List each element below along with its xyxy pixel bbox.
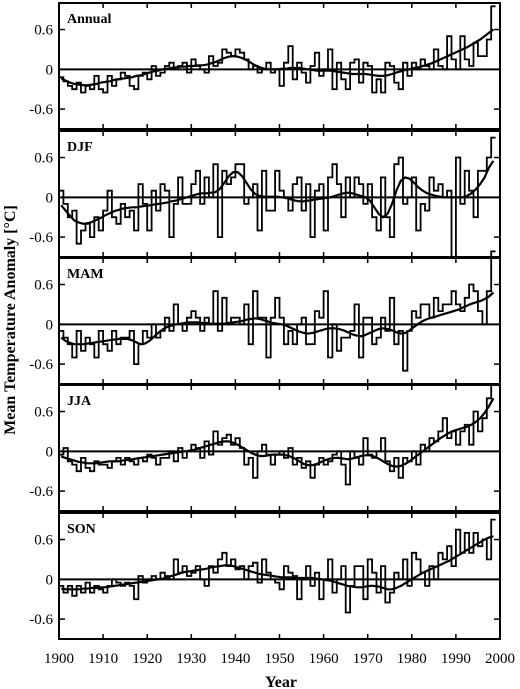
x-tick-label: 1940: [220, 651, 250, 667]
panel-frame: [58, 384, 501, 512]
annual-values-step-line: [59, 5, 496, 94]
y-tick-label: -0.6: [29, 357, 53, 373]
panel-frame: [58, 130, 501, 258]
x-tick-label: 1900: [44, 651, 74, 667]
x-tick-label: 1930: [176, 651, 206, 667]
x-tick-label: 1950: [265, 651, 295, 667]
y-tick-label: 0.6: [34, 533, 53, 549]
smoothed-curve: [60, 28, 495, 87]
panel-djf: -0.6 0 0.6 DJF: [29, 130, 501, 258]
x-axis-title: Year: [265, 674, 297, 689]
smoothed-curve: [61, 535, 494, 591]
x-axis: 1900 1910 1920 1930 1940 1950 1960 1970 1980 1990…: [44, 651, 515, 667]
x-tick-label: 1910: [88, 651, 118, 667]
x-tick-label: 1960: [309, 651, 339, 667]
y-tick-label: 0: [46, 317, 54, 333]
y-tick-label: 0.6: [34, 278, 53, 294]
y-tick-label: 0.6: [34, 23, 53, 39]
annual-values-step-line: [59, 250, 496, 372]
y-tick-label: 0.6: [34, 151, 53, 167]
panel-label: Annual: [67, 12, 111, 27]
x-tick-label: 1980: [397, 651, 427, 667]
panel-son: -0.6 0 0.6 SON: [29, 512, 501, 640]
panel-jja: -0.6 0 0.6 JJA: [29, 384, 501, 512]
panel-label: JJA: [67, 394, 92, 409]
y-tick-label: -0.6: [29, 102, 53, 118]
annual-values-step-line: [59, 384, 496, 486]
panel-mam: -0.6 0 0.6 MAM: [29, 250, 501, 385]
panel-label: SON: [67, 522, 96, 537]
y-tick-label: -0.6: [29, 230, 53, 246]
panel-annual: -0.6 0 0.6 Annual: [29, 2, 501, 130]
y-tick-label: 0: [46, 572, 54, 588]
y-axis-title: Mean Temperature Anomaly [°C]: [2, 205, 19, 435]
y-tick-label: 0: [46, 190, 54, 206]
panel-label: DJF: [67, 140, 93, 155]
smoothed-curve: [60, 160, 495, 225]
y-tick-label: 0: [46, 62, 54, 78]
x-tick-label: 1970: [353, 651, 383, 667]
y-tick-label: 0: [46, 444, 54, 460]
y-tick-label: -0.6: [29, 484, 53, 500]
annual-values-step-line: [59, 518, 496, 614]
x-tick-label: 1990: [441, 651, 471, 667]
x-tick-label: 1920: [132, 651, 162, 667]
panels: -0.600.6Annual-0.600.6DJF-0.600.6MAM-0.6…: [29, 2, 501, 640]
smoothed-curve: [60, 291, 495, 346]
y-tick-label: 0.6: [34, 405, 53, 421]
annual-values-step-line: [59, 136, 496, 258]
panel-label: MAM: [67, 267, 104, 282]
y-tick-label: -0.6: [29, 612, 53, 628]
smoothed-curve: [60, 397, 495, 468]
panel-frame: [58, 257, 501, 385]
x-tick-label: 2000: [485, 651, 515, 667]
